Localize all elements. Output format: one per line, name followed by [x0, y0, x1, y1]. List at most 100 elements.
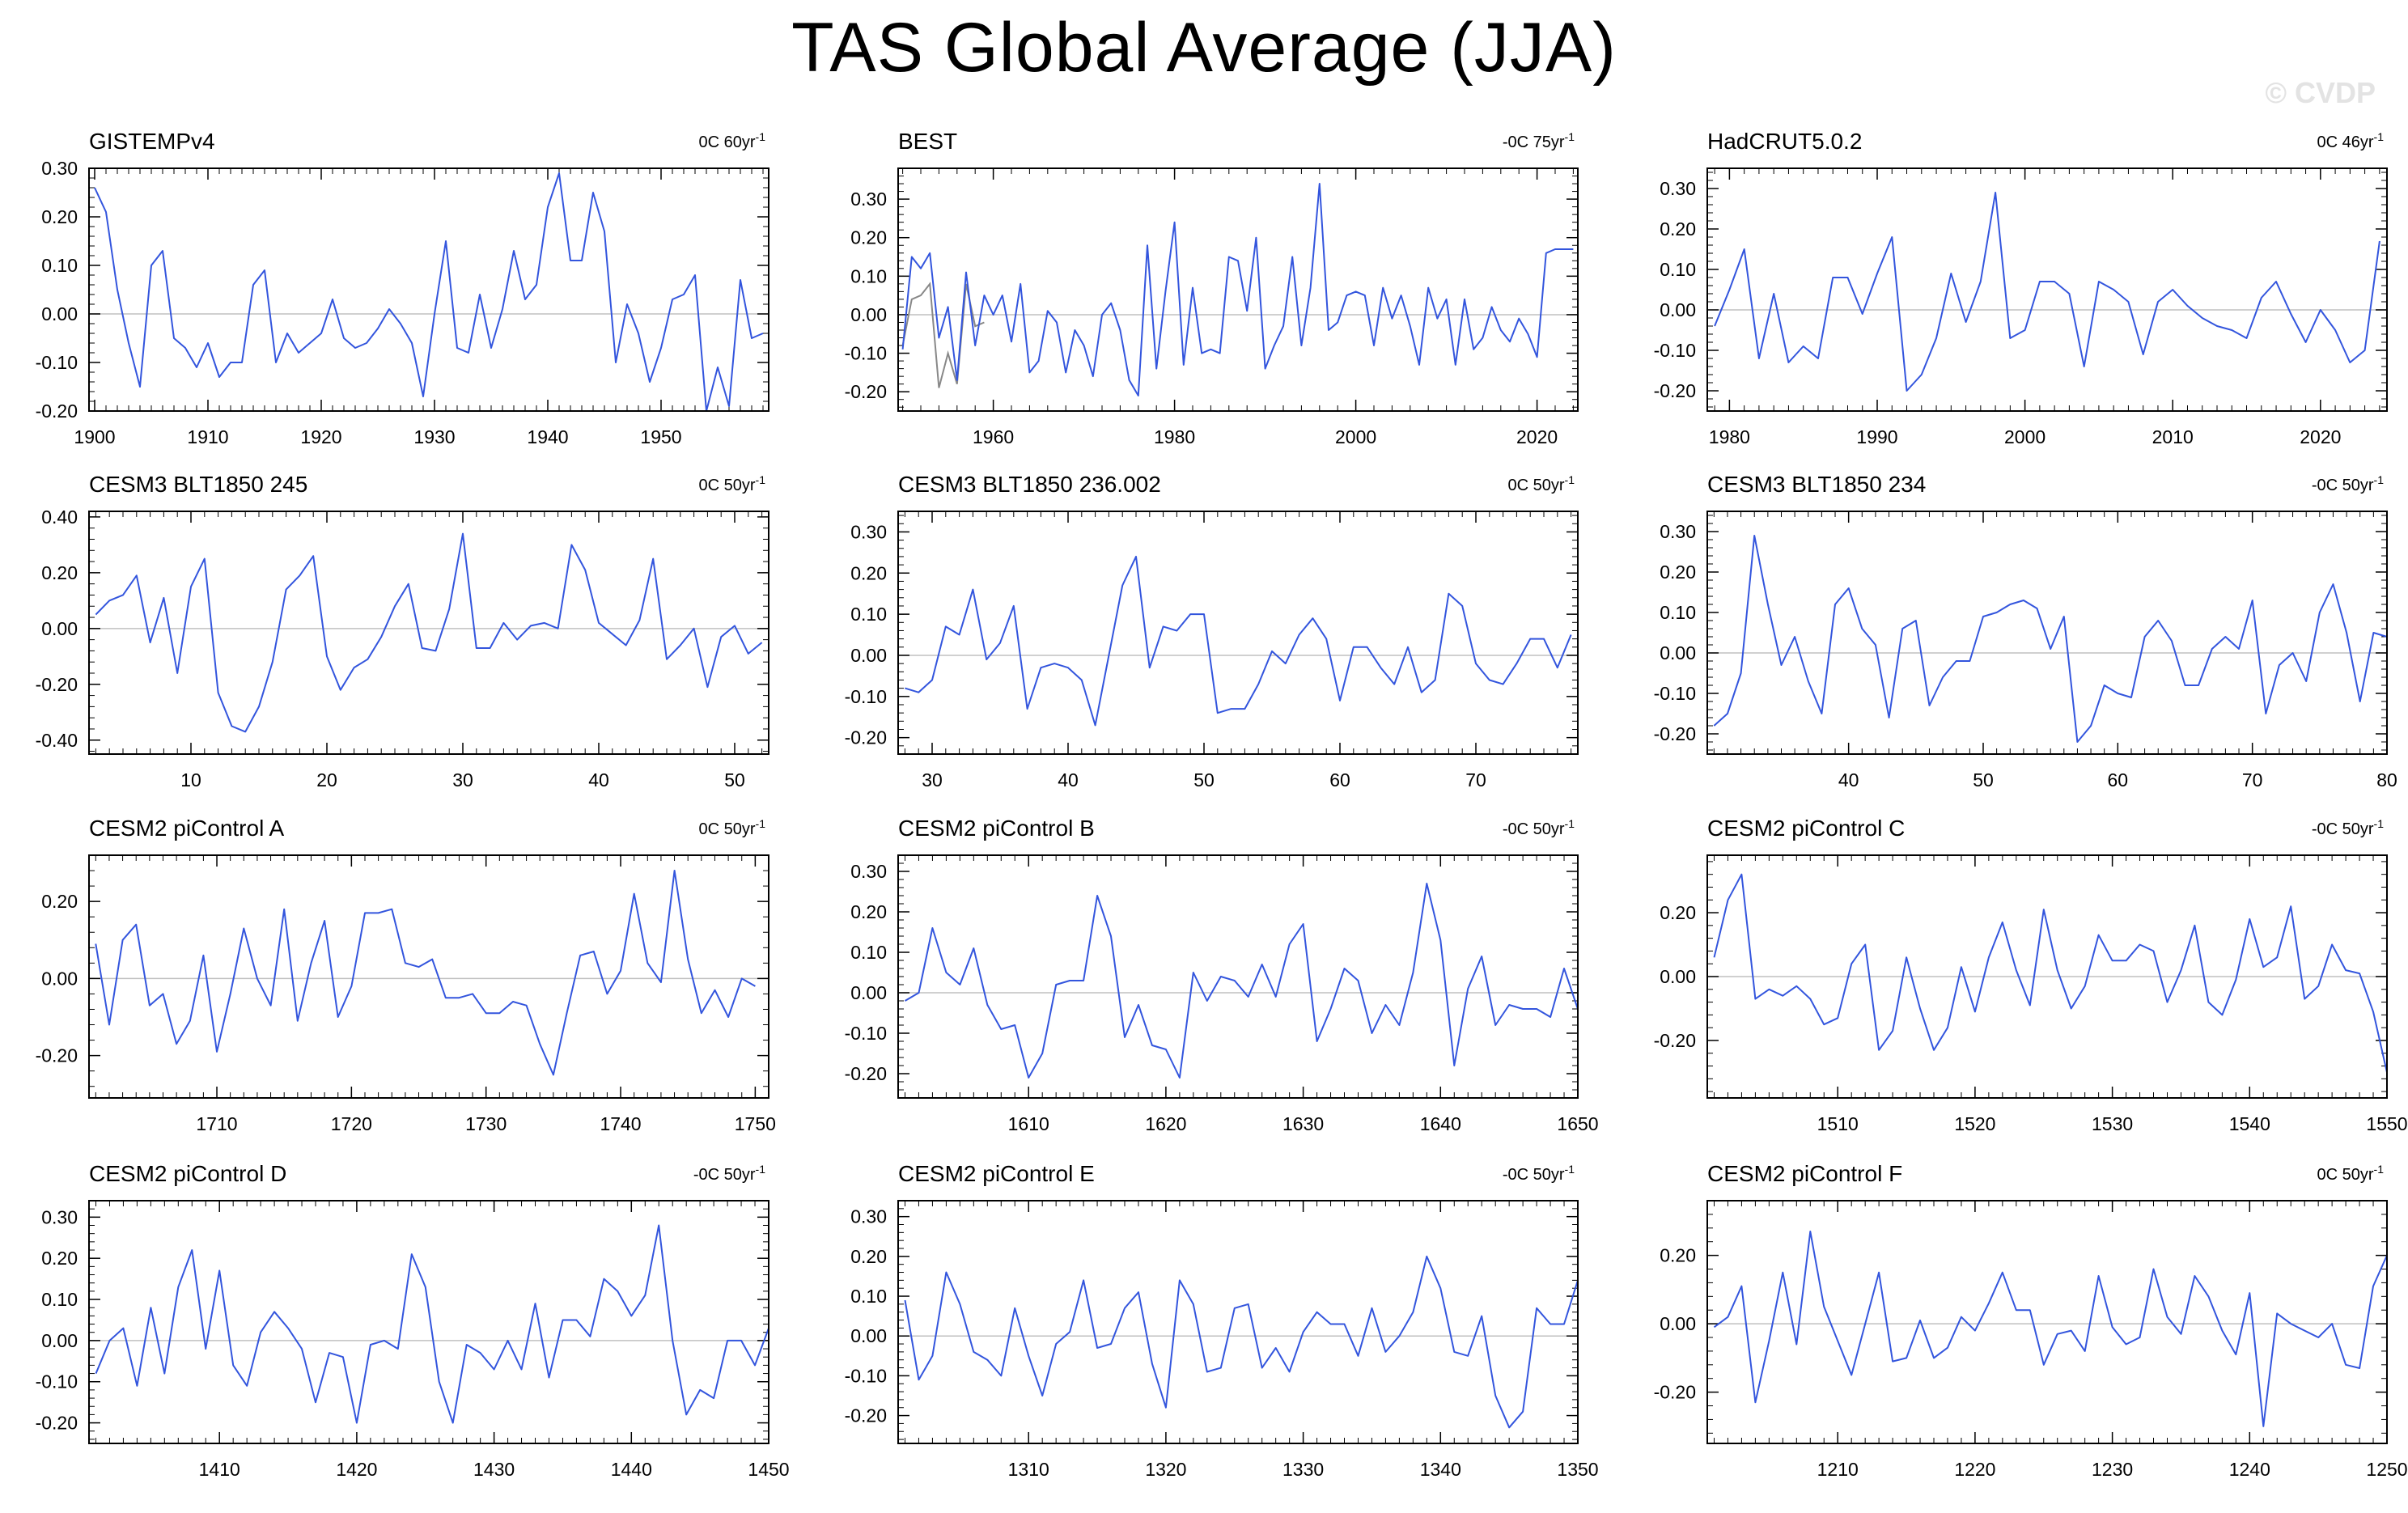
- x-tick-label: 60: [2108, 769, 2129, 790]
- y-tick-label: 0.20: [41, 562, 78, 583]
- x-tick-label: 20: [316, 769, 337, 790]
- y-tick-label: 0.20: [41, 206, 78, 227]
- x-tick-label: 1720: [331, 1113, 372, 1134]
- plot-frame: [88, 1200, 769, 1444]
- y-tick-label: 0.20: [41, 1248, 78, 1269]
- y-tick-label: 0.20: [1660, 218, 1696, 239]
- series-line: [905, 555, 1572, 727]
- trend-label: 0C 50yr-1: [2317, 1163, 2385, 1184]
- series-line: [1714, 192, 2380, 392]
- plot-frame: [897, 1200, 1579, 1444]
- panel-title: CESM2 piControl F: [1707, 1161, 1902, 1186]
- y-tick-label: 0.00: [850, 304, 887, 325]
- trend-label: 0C 60yr-1: [699, 130, 766, 151]
- x-tick-label: 30: [452, 769, 473, 790]
- panel-1: GISTEMPv4 0C 60yr-1 1900 1910 1920 1930 1940 19…: [36, 129, 769, 447]
- trend-label: -0C 75yr-1: [1503, 130, 1575, 151]
- y-tick-label: 0.10: [41, 255, 78, 276]
- y-tick-label: 0.20: [1660, 1245, 1696, 1266]
- x-tick-label: 1330: [1282, 1459, 1324, 1480]
- y-tick-label: -0.20: [1654, 380, 1696, 401]
- x-tick-label: 50: [1193, 769, 1215, 790]
- x-tick-label: 1250: [2366, 1459, 2407, 1480]
- x-tick-label: 1950: [640, 426, 681, 447]
- y-tick-label: 0.00: [41, 1330, 78, 1351]
- y-tick-label: 0.30: [850, 861, 887, 882]
- x-tick-label: 70: [2242, 769, 2263, 790]
- series-line: [95, 870, 756, 1076]
- plot-frame: [88, 511, 769, 755]
- y-tick-label: -0.20: [845, 1063, 887, 1084]
- x-tick-label: 1320: [1145, 1459, 1186, 1480]
- panel-title: BEST: [898, 129, 957, 154]
- trend-label: -0C 50yr-1: [2312, 473, 2384, 494]
- x-tick-label: 1610: [1008, 1113, 1049, 1134]
- x-tick-label: 1350: [1557, 1459, 1598, 1480]
- x-tick-label: 1410: [199, 1459, 240, 1480]
- y-tick-label: -0.20: [1654, 1030, 1696, 1051]
- y-tick-label: -0.20: [36, 400, 78, 422]
- y-tick-label: 0.10: [850, 1286, 887, 1307]
- y-tick-label: 0.30: [41, 158, 78, 179]
- x-tick-label: 2010: [2152, 426, 2194, 447]
- series-line: [94, 172, 764, 412]
- overlay-series-line: [901, 282, 985, 388]
- x-tick-label: 1920: [300, 426, 341, 447]
- trend-label: 0C 50yr-1: [699, 473, 766, 494]
- plot-frame: [1706, 1200, 2388, 1444]
- plot-frame: [88, 167, 769, 412]
- y-tick-label: 0.00: [41, 618, 78, 639]
- y-tick-label: -0.20: [845, 381, 887, 402]
- y-tick-label: -0.10: [36, 352, 78, 373]
- panel-title: CESM2 piControl A: [89, 816, 285, 841]
- panel-title: CESM2 piControl E: [898, 1161, 1095, 1186]
- y-tick-label: 0.00: [850, 1325, 887, 1346]
- trend-label: 0C 50yr-1: [699, 817, 766, 838]
- panel-title: CESM2 piControl B: [898, 816, 1095, 841]
- y-tick-label: 0.30: [850, 521, 887, 542]
- y-tick-label: 0.20: [1660, 902, 1696, 923]
- y-tick-label: 0.30: [41, 1206, 78, 1227]
- x-tick-label: 1450: [748, 1459, 789, 1480]
- y-tick-label: 0.00: [1660, 299, 1696, 320]
- x-tick-label: 40: [1058, 769, 1079, 790]
- x-tick-label: 2020: [1516, 426, 1558, 447]
- trend-label: -0C 50yr-1: [693, 1163, 765, 1184]
- panel-5: CESM3 BLT1850 236.002 0C 50yr-1 30 40 50 60 70…: [845, 472, 1579, 790]
- x-tick-label: 1520: [1954, 1113, 1995, 1134]
- series-line: [1713, 873, 2388, 1073]
- trend-label: -0C 50yr-1: [1503, 817, 1575, 838]
- x-tick-label: 1640: [1420, 1113, 1461, 1134]
- panel-title: CESM2 piControl D: [89, 1161, 286, 1186]
- x-tick-label: 1750: [735, 1113, 776, 1134]
- plot-frame: [1706, 511, 2388, 755]
- plot-frame: [88, 854, 769, 1099]
- y-tick-label: 0.30: [1660, 178, 1696, 199]
- y-tick-label: -0.20: [36, 674, 78, 695]
- x-tick-label: 1730: [465, 1113, 507, 1134]
- x-tick-label: 1220: [1954, 1459, 1995, 1480]
- panel-title: HadCRUT5.0.2: [1707, 129, 1862, 154]
- series-line: [904, 1255, 1579, 1429]
- y-tick-label: -0.20: [36, 1413, 78, 1434]
- y-tick-label: -0.20: [1654, 1382, 1696, 1403]
- x-tick-label: 30: [922, 769, 943, 790]
- x-tick-label: 2020: [2300, 426, 2341, 447]
- x-tick-label: 1990: [1856, 426, 1897, 447]
- y-tick-label: 0.10: [41, 1289, 78, 1310]
- panel-6: CESM3 BLT1850 234 -0C 50yr-1 40 50 60 70 80 -0.…: [1654, 472, 2397, 790]
- x-tick-label: 1630: [1282, 1113, 1324, 1134]
- x-tick-label: 1510: [1817, 1113, 1859, 1134]
- panel-3: HadCRUT5.0.2 0C 46yr-1 1980 1990 2000 2010 202…: [1654, 129, 2388, 447]
- y-tick-label: -0.10: [845, 1023, 887, 1044]
- x-tick-label: 1960: [973, 426, 1014, 447]
- y-tick-label: 0.00: [1660, 642, 1696, 663]
- panel-7: CESM2 piControl A 0C 50yr-1 1710 1720 1730 17…: [36, 816, 776, 1134]
- y-tick-label: -0.10: [1654, 683, 1696, 704]
- y-tick-label: 0.00: [850, 645, 887, 666]
- y-tick-label: -0.10: [845, 686, 887, 707]
- y-tick-label: 0.20: [850, 901, 887, 922]
- y-tick-label: -0.20: [845, 1405, 887, 1426]
- series-line: [1713, 1231, 2388, 1427]
